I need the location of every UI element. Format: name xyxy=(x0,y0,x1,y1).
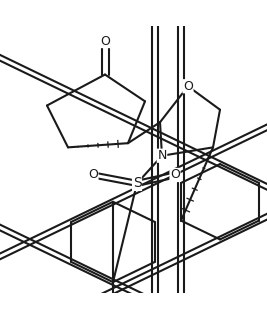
Text: O: O xyxy=(183,80,193,93)
Text: O: O xyxy=(100,34,110,48)
Text: O: O xyxy=(170,168,180,182)
Text: O: O xyxy=(88,168,98,182)
Text: N: N xyxy=(157,149,167,162)
Text: S: S xyxy=(133,176,141,190)
